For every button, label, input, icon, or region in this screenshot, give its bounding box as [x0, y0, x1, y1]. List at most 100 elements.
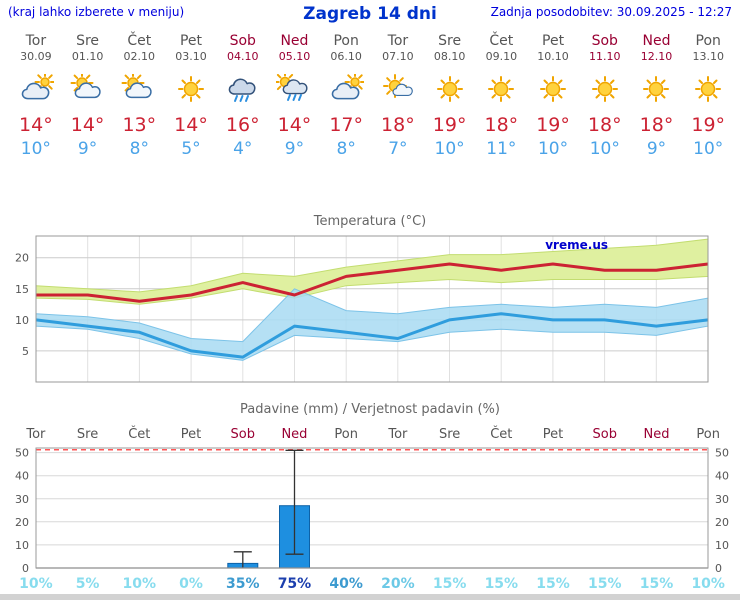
- min-temperature: 4°: [233, 139, 253, 159]
- day-name: Sre: [76, 33, 100, 49]
- weather-icon-wrap: [225, 74, 261, 106]
- partly-cloudy-icon: [70, 71, 101, 99]
- temperature-chart: 5 10 15 20 vreme.us: [15, 235, 709, 383]
- max-temperature: 18°: [484, 114, 519, 136]
- precip-probability-1: 5%: [75, 576, 100, 592]
- day-name: Pon: [695, 33, 721, 49]
- precipitation-chart-title: Padavine (mm) / Verjetnost padavin (%): [240, 402, 500, 417]
- day-date: 30.09: [20, 50, 52, 63]
- precip-day-label-4: Sob: [230, 426, 255, 442]
- forecast-day-1[interactable]: Sre 01.10 14° 9°: [62, 27, 114, 166]
- weather-icon-wrap: [432, 74, 468, 106]
- forecast-day-7[interactable]: Tor 07.10 18° 7°: [372, 27, 424, 166]
- day-name: Ned: [642, 33, 671, 49]
- day-name: Ned: [280, 33, 309, 49]
- min-temperature: 8°: [336, 139, 356, 159]
- precip-probability-7: 20%: [381, 576, 415, 592]
- forecast-day-0[interactable]: Tor 30.09 14° 10°: [10, 27, 62, 166]
- menu-hint: (kraj lahko izberete v meniju): [8, 5, 185, 19]
- watermark: vreme.us: [545, 238, 608, 252]
- forecast-day-2[interactable]: Čet 02.10 13° 8°: [113, 27, 165, 166]
- precip-day-label-11: Sob: [592, 426, 617, 442]
- precip-probability-4: 35%: [225, 576, 260, 592]
- precip-probability-11: 15%: [588, 576, 622, 592]
- min-temperature: 9°: [77, 139, 98, 159]
- sunny-icon: [643, 76, 670, 102]
- min-temperature: 10°: [589, 139, 620, 159]
- day-name: Sob: [591, 33, 618, 49]
- rain-icon: [228, 78, 256, 102]
- forecast-day-12[interactable]: Ned 12.10 18° 9°: [631, 27, 683, 166]
- svg-text:10: 10: [715, 539, 729, 552]
- forecast-day-5[interactable]: Ned 05.10 14° 9°: [269, 27, 321, 166]
- svg-text:30: 30: [715, 493, 729, 506]
- forecast-day-13[interactable]: Pon 13.10 19° 10°: [682, 27, 734, 166]
- max-temperature: 16°: [225, 114, 260, 136]
- sunny-icon: [591, 76, 618, 102]
- forecast-day-10[interactable]: Pet 10.10 19° 10°: [527, 27, 579, 166]
- precip-day-label-13: Pon: [696, 426, 720, 442]
- svg-text:15: 15: [15, 283, 29, 296]
- mostly-sunny-icon: [382, 74, 413, 98]
- day-date: 12.10: [640, 50, 673, 63]
- precip-probability-2: 10%: [122, 576, 157, 592]
- forecast-day-3[interactable]: Pet 03.10 14° 5°: [165, 27, 217, 166]
- svg-text:0: 0: [715, 562, 722, 574]
- precip-probability-13: 10%: [691, 576, 725, 592]
- precip-probability-5: 75%: [277, 576, 312, 592]
- max-temperature: 18°: [381, 114, 415, 136]
- day-date: 01.10: [71, 50, 104, 63]
- svg-text:0: 0: [22, 562, 29, 574]
- forecast-day-8[interactable]: Sre 08.10 19° 10°: [424, 27, 476, 166]
- weather-icon-wrap: [380, 74, 416, 106]
- cloudy-icon: [331, 71, 366, 100]
- rain-sun-icon: [274, 71, 308, 101]
- day-date: 04.10: [226, 50, 259, 63]
- precip-day-labels-row: Tor Sre Čet Pet Sob Ned Pon Tor Sre Čet Pet Sob Ned P…: [10, 422, 734, 446]
- svg-text:30: 30: [15, 493, 29, 506]
- day-date: 09.10: [485, 50, 518, 63]
- precip-probability-0: 10%: [19, 576, 53, 592]
- sunny-icon: [695, 76, 722, 102]
- tmax-line: [36, 262, 709, 303]
- weather-icon-wrap: [535, 74, 571, 106]
- max-temperature: 19°: [432, 114, 467, 136]
- day-date: 03.10: [175, 50, 207, 63]
- day-name: Tor: [387, 33, 409, 49]
- weather-icon-wrap: [587, 74, 623, 106]
- max-temperature: 19°: [691, 114, 726, 136]
- precip-plot-area: [36, 448, 708, 568]
- cloudy-icon: [21, 71, 56, 100]
- weather-icon-wrap: [18, 71, 56, 106]
- precip-day-label-7: Tor: [388, 426, 408, 442]
- max-temperature: 14°: [277, 114, 312, 136]
- svg-text:20: 20: [15, 252, 29, 265]
- day-name: Tor: [25, 33, 47, 49]
- forecast-day-6[interactable]: Pon 06.10 17° 8°: [320, 27, 372, 166]
- max-temperature: 17°: [329, 114, 364, 136]
- header: (kraj lahko izberete v meniju) Zagreb 14…: [0, 0, 740, 27]
- precip-day-label-5: Ned: [281, 426, 308, 442]
- day-name: Pet: [179, 33, 203, 49]
- forecast-day-9[interactable]: Čet 09.10 18° 11°: [475, 27, 527, 166]
- precip-probability-row: 10% 5% 10% 0% 35% 75% 40% 20% 15% 15% 15% 15% 15% 10%: [10, 576, 734, 594]
- max-temperature: 18°: [587, 114, 622, 136]
- day-name: Pon: [333, 33, 359, 49]
- forecast-day-11[interactable]: Sob 11.10 18° 10°: [579, 27, 631, 166]
- max-temperature: 14°: [70, 114, 105, 136]
- footer-bar: [0, 594, 740, 600]
- min-temperature: 5°: [181, 139, 201, 159]
- min-temperature: 10°: [693, 139, 724, 159]
- day-date: 06.10: [330, 50, 362, 63]
- day-date: 02.10: [123, 50, 156, 63]
- svg-text:40: 40: [15, 470, 29, 483]
- svg-text:20: 20: [715, 516, 729, 529]
- day-date: 08.10: [433, 50, 466, 63]
- precip-day-label-8: Sre: [438, 426, 461, 442]
- forecast-day-4[interactable]: Sob 04.10 16° 4°: [217, 27, 269, 166]
- svg-text:50: 50: [715, 447, 729, 460]
- tmin-line: [35, 312, 709, 359]
- min-temperature: 10°: [537, 139, 569, 159]
- day-date: 07.10: [382, 50, 414, 63]
